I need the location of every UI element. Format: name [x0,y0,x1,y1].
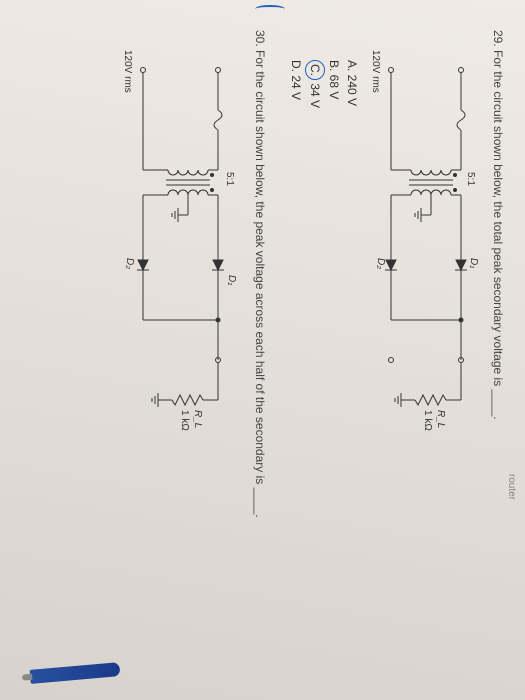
q29-text: 29. For the circuit shown below, the tot… [491,30,505,670]
blue-annotation [255,5,285,13]
pen-object [30,662,121,684]
q30-circuit: 120V rms 5:1 D₁ D₂ R_L 1 kΩ [113,60,243,480]
q29-opt-a: A. 240 V [343,60,361,670]
q30-number: 30. [253,30,267,47]
q29-opt-d: D. 24 V [287,60,305,670]
q29-rl: R_L [435,410,446,428]
q30-source-label: 120V rms [122,50,133,93]
q29-ratio: 5:1 [465,172,476,186]
q30-d1: D₁ [226,275,237,285]
q29-opt-c-val: 34 V [308,83,322,108]
page-content: router 29. For the circuit shown below, … [0,0,525,700]
q29-opt-c-circle: C. [305,60,325,80]
q30-ratio: 5:1 [224,172,235,186]
q30-prompt: For the circuit shown below, the peak vo… [253,50,267,518]
question-30: 30. For the circuit shown below, the pea… [113,30,267,670]
q29-d2: D₂ [375,258,386,269]
q29-opt-c: C. 34 V [305,60,325,670]
q30-text: 30. For the circuit shown below, the pea… [253,30,267,670]
q29-circuit: 120V rms 5:1 D₁ D₂ R_L 1 kΩ [371,60,481,480]
header-fragment: router [506,474,517,500]
q30-rl: R_L [192,410,203,428]
q30-schematic [113,60,243,480]
q29-prompt: For the circuit shown below, the total p… [491,50,505,420]
question-29: 29. For the circuit shown below, the tot… [287,30,505,670]
q30-rl-val: 1 kΩ [179,410,190,431]
q29-d1: D₁ [468,258,479,268]
q30-d2: D₂ [124,258,135,269]
q29-rl-val: 1 kΩ [422,410,433,431]
q29-number: 29. [491,30,505,47]
q29-source-label: 120V rms [370,50,381,93]
q29-opt-b: B. 68 V [325,60,343,670]
q29-options: A. 240 V B. 68 V C. 34 V D. 24 V [287,60,361,670]
